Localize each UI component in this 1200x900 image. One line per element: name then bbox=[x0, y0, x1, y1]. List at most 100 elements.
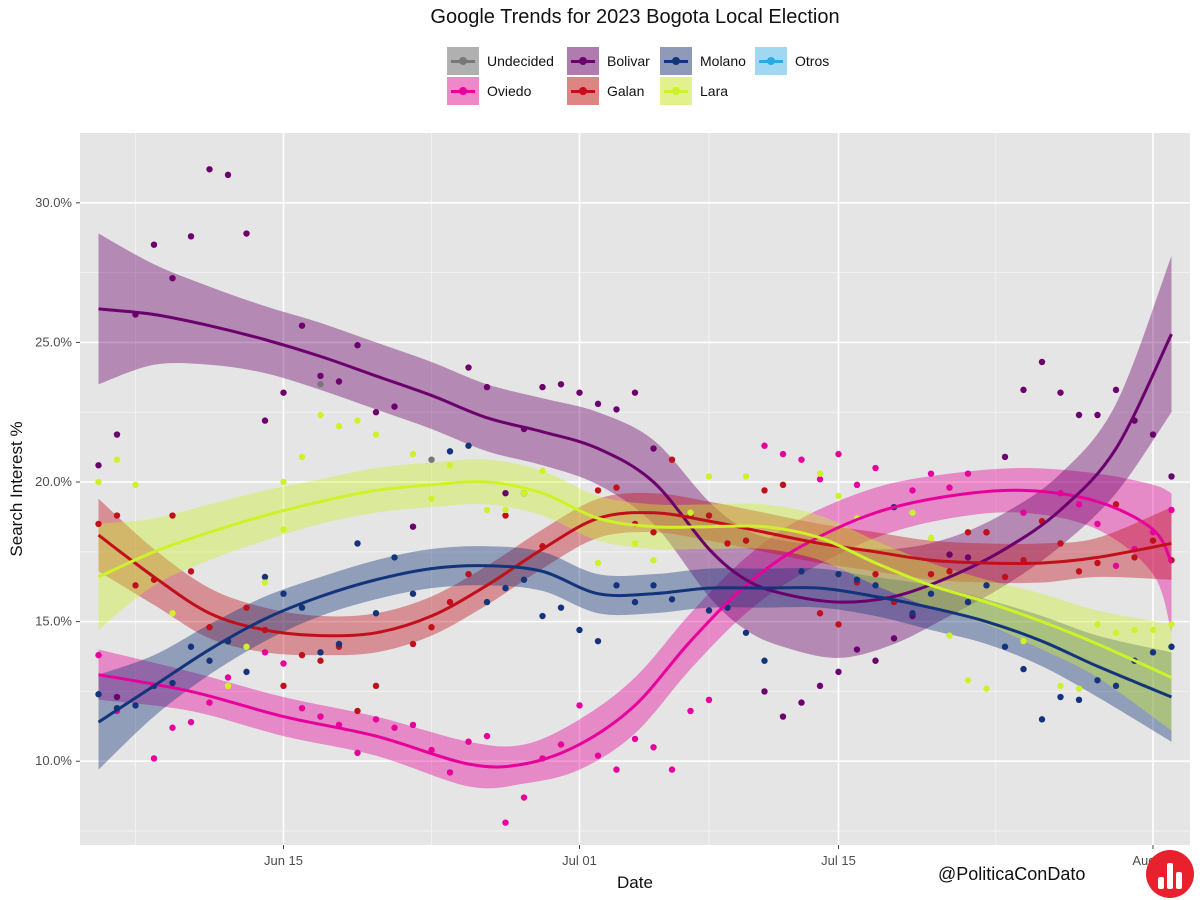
data-point-lara bbox=[261, 579, 269, 586]
data-point-bolivar bbox=[779, 713, 787, 720]
data-point-bolivar bbox=[890, 635, 898, 642]
data-point-oviedo bbox=[298, 704, 306, 712]
data-point-molano bbox=[761, 657, 768, 664]
data-point-lara bbox=[483, 506, 491, 514]
data-point-molano bbox=[983, 582, 990, 589]
data-point-oviedo bbox=[576, 702, 583, 709]
data-point-oviedo bbox=[650, 744, 657, 751]
data-point-bolivar bbox=[113, 431, 121, 438]
data-point-lara bbox=[909, 509, 916, 516]
data-point-molano bbox=[557, 604, 565, 611]
data-point-lara bbox=[298, 453, 306, 461]
data-point-molano bbox=[742, 629, 750, 636]
data-point-galan bbox=[317, 657, 324, 664]
data-point-oviedo bbox=[964, 470, 972, 477]
data-point-molano bbox=[520, 576, 528, 583]
data-point-molano bbox=[169, 679, 176, 687]
x-tick-label: Jun 15 bbox=[264, 853, 303, 868]
data-point-galan bbox=[1094, 559, 1101, 567]
data-point-bolivar bbox=[631, 389, 639, 396]
data-point-lara bbox=[835, 492, 842, 500]
data-point-bolivar bbox=[1020, 386, 1027, 394]
data-point-lara bbox=[372, 431, 380, 438]
data-point-galan bbox=[354, 707, 361, 715]
data-point-bolivar bbox=[502, 489, 509, 497]
data-point-lara bbox=[594, 559, 602, 567]
data-point-molano bbox=[1149, 649, 1157, 656]
data-point-galan bbox=[927, 570, 935, 578]
data-point-oviedo bbox=[354, 749, 361, 757]
data-point-oviedo bbox=[1075, 501, 1083, 508]
data-point-molano bbox=[335, 640, 343, 648]
data-point-oviedo bbox=[446, 769, 454, 776]
data-point-molano bbox=[1112, 682, 1120, 690]
y-tick-label: 30.0% bbox=[35, 195, 72, 210]
x-axis-title: Date bbox=[617, 873, 653, 892]
data-point-galan bbox=[280, 682, 287, 690]
data-point-lara bbox=[354, 417, 361, 424]
data-point-bolivar bbox=[169, 274, 176, 282]
data-point-molano bbox=[853, 576, 861, 583]
data-point-molano bbox=[835, 570, 842, 578]
data-point-bolivar bbox=[150, 241, 158, 248]
data-point-molano bbox=[280, 590, 287, 597]
data-point-lara bbox=[280, 526, 287, 533]
data-point-molano bbox=[1001, 643, 1009, 650]
data-point-galan bbox=[1149, 537, 1157, 544]
data-point-oviedo bbox=[391, 724, 398, 731]
data-point-bolivar bbox=[317, 372, 324, 380]
data-point-bolivar bbox=[335, 378, 343, 385]
legend-dot-swatch bbox=[579, 87, 587, 95]
data-point-molano bbox=[1075, 696, 1083, 704]
data-point-molano bbox=[409, 590, 417, 597]
data-point-molano bbox=[206, 657, 213, 664]
data-point-molano bbox=[483, 598, 491, 606]
data-point-galan bbox=[372, 682, 380, 690]
legend-key bbox=[447, 77, 479, 105]
data-point-molano bbox=[594, 637, 602, 645]
data-point-oviedo bbox=[169, 724, 176, 731]
data-point-bolivar bbox=[298, 322, 306, 329]
legend-key bbox=[755, 47, 787, 75]
data-point-bolivar bbox=[1057, 389, 1064, 396]
data-point-lara bbox=[705, 473, 713, 480]
data-point-oviedo bbox=[372, 716, 380, 723]
data-point-molano bbox=[631, 598, 639, 606]
data-point-undecided bbox=[317, 381, 324, 388]
data-point-bolivar bbox=[613, 406, 620, 413]
data-point-oviedo bbox=[594, 752, 602, 759]
trend-line-galan bbox=[97, 511, 1172, 638]
data-point-bolivar bbox=[1149, 431, 1157, 438]
data-point-lara bbox=[1057, 682, 1064, 690]
data-point-oviedo bbox=[261, 649, 269, 656]
legend-item-oviedo: Oviedo bbox=[447, 76, 531, 106]
legend-label: Lara bbox=[700, 83, 729, 99]
data-point-molano bbox=[298, 604, 306, 611]
trend-line-oviedo bbox=[98, 488, 1173, 769]
data-point-molano bbox=[705, 607, 713, 614]
data-point-lara bbox=[946, 632, 953, 639]
data-point-bolivar bbox=[409, 523, 417, 530]
data-point-bolivar bbox=[761, 688, 768, 695]
data-point-lara bbox=[428, 495, 435, 502]
data-point-lara bbox=[280, 478, 287, 486]
data-point-galan bbox=[964, 529, 972, 536]
legend-label: Galan bbox=[607, 83, 645, 99]
data-point-molano bbox=[872, 582, 879, 589]
data-point-lara bbox=[1149, 626, 1157, 634]
data-point-lara bbox=[1020, 637, 1027, 645]
data-point-galan bbox=[187, 568, 195, 575]
data-point-bolivar bbox=[964, 554, 972, 561]
data-point-molano bbox=[650, 582, 657, 589]
data-point-lara bbox=[1131, 626, 1138, 634]
legend-key bbox=[660, 47, 692, 75]
data-point-oviedo bbox=[909, 487, 916, 494]
data-point-lara bbox=[816, 470, 824, 477]
data-point-lara bbox=[446, 462, 454, 469]
data-point-galan bbox=[761, 487, 768, 494]
data-point-lara bbox=[169, 610, 176, 617]
data-point-oviedo bbox=[835, 450, 842, 458]
data-point-galan bbox=[946, 568, 953, 575]
data-point-galan bbox=[1075, 568, 1083, 575]
x-tick-label: Jul 01 bbox=[562, 853, 597, 868]
